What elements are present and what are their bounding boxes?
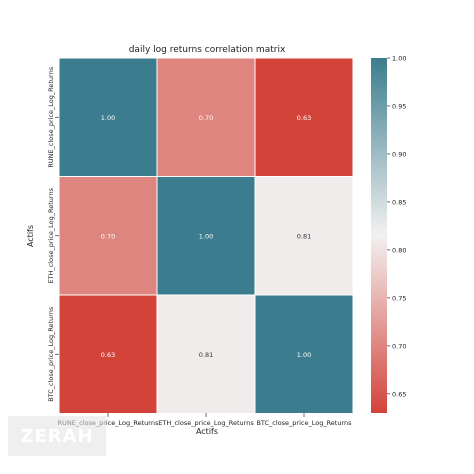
y-tick-label: BTC_close_price_Log_Returns (47, 306, 55, 402)
colorbar-tick-label: 0.85 (392, 198, 406, 206)
cell-value-label: 0.63 (297, 114, 311, 122)
colorbar-ticks: 0.65 0.70 0.75 0.80 0.85 0.90 0.95 1.00 (387, 55, 406, 398)
colorbar-tick-label: 0.80 (392, 246, 406, 254)
cell-value-label: 0.81 (297, 232, 311, 240)
heatmap-cell (156, 294, 256, 414)
colorbar-tick-label: 0.95 (392, 102, 406, 110)
cell-value-label: 1.00 (297, 351, 311, 359)
chart-title: daily log returns correlation matrix (129, 45, 286, 55)
heatmap-cells: 1.00 0.70 0.63 0.70 1.00 0.81 0.63 0.81 1.00 (58, 57, 354, 414)
cell-value-label: 0.70 (101, 232, 115, 240)
watermark-text: ZERAH (20, 425, 94, 447)
cell-value-label: 1.00 (101, 114, 115, 122)
heatmap-cell (58, 176, 158, 296)
colorbar-tick-label: 0.65 (392, 390, 406, 398)
x-tick-label: RUNE_close_price_Log_Returns (58, 419, 159, 427)
x-tick-labels: RUNE_close_price_Log_Returns ETH_close_pr… (58, 413, 352, 427)
colorbar (371, 58, 387, 413)
watermark: ZERAH (8, 416, 106, 456)
x-tick-label: ETH_close_price_Log_Returns (158, 419, 254, 427)
heatmap-cell (58, 57, 158, 177)
y-tick-label: ETH_close_price_Log_Returns (47, 187, 55, 283)
heatmap-cell (254, 176, 354, 296)
cell-value-label: 0.70 (199, 114, 213, 122)
colorbar-tick-label: 1.00 (392, 55, 406, 63)
heatmap-cell (254, 57, 354, 177)
colorbar-tick-label: 0.75 (392, 294, 406, 302)
colorbar-tick-label: 0.90 (392, 150, 406, 158)
cell-value-label: 1.00 (199, 232, 213, 240)
cell-value-label: 0.63 (101, 351, 115, 359)
heatmap-cell (156, 57, 256, 177)
cell-value-label: 0.81 (199, 351, 213, 359)
y-tick-label: RUNE_close_price_Log_Returns (47, 66, 55, 167)
x-axis-label: Actifs (196, 427, 218, 436)
colorbar-tick-label: 0.70 (392, 342, 406, 350)
x-tick-label: BTC_close_price_Log_Returns (256, 419, 352, 427)
y-axis-label: Actifs (26, 225, 35, 247)
y-tick-labels: RUNE_close_price_Log_Returns ETH_close_pr… (47, 66, 59, 402)
heatmap-cell (156, 176, 256, 296)
